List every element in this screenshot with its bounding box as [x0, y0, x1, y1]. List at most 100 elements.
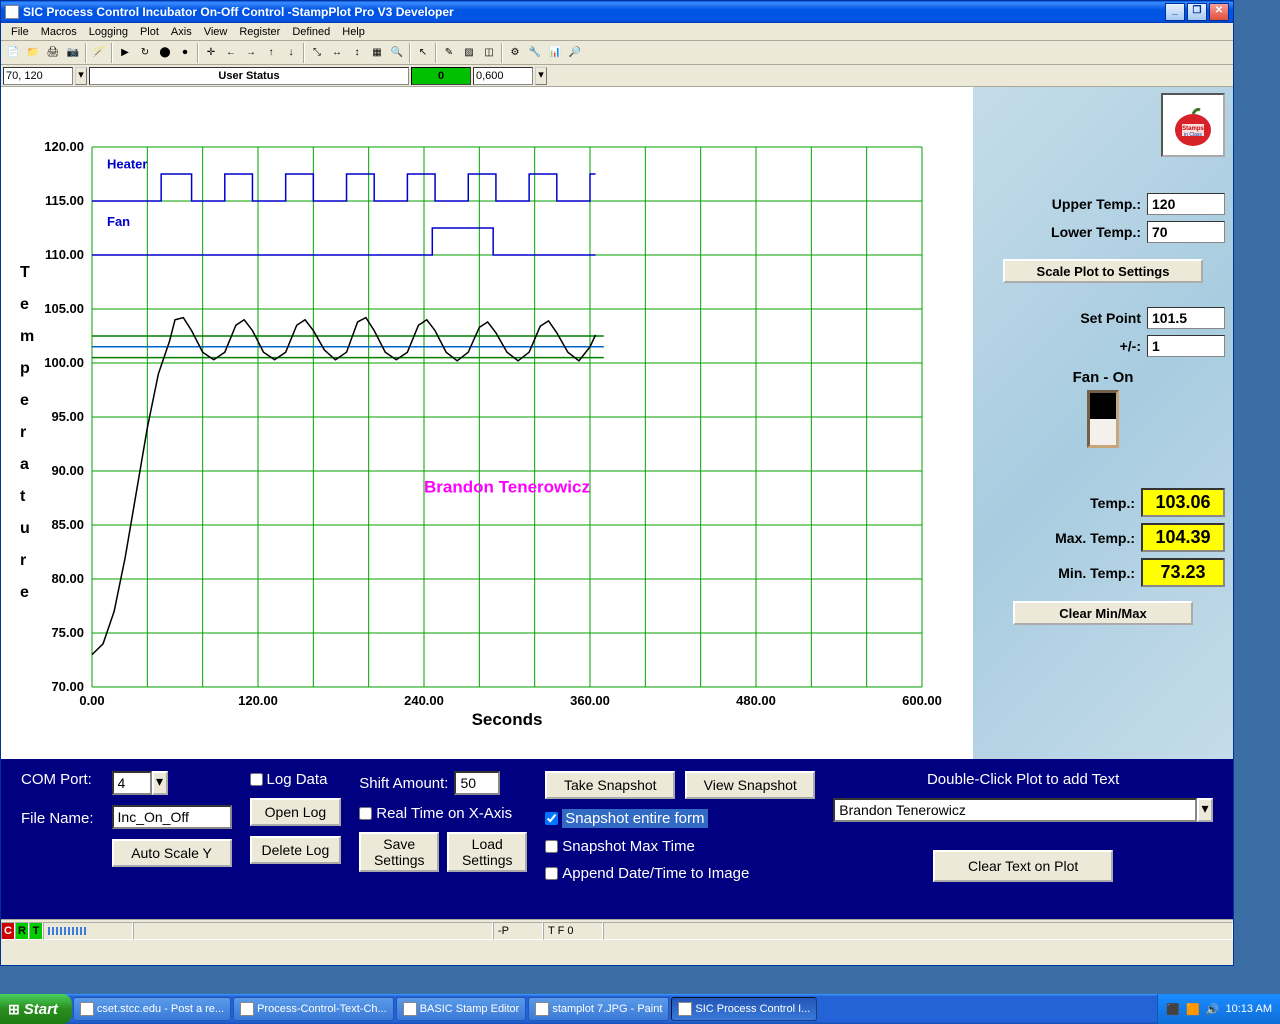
menu-view[interactable]: View [198, 26, 234, 38]
tb-right-icon[interactable]: → [241, 43, 261, 63]
com-port-select[interactable] [112, 771, 152, 795]
view-snapshot-button[interactable]: View Snapshot [685, 771, 815, 799]
status-empty2 [603, 922, 1233, 940]
plot-area[interactable]: 70.0075.0080.0085.0090.0095.00100.00105.… [1, 87, 973, 759]
status-t: T [29, 922, 43, 940]
openlog-button[interactable]: Open Log [250, 798, 342, 826]
menu-defined[interactable]: Defined [286, 26, 336, 38]
min-temp-label: Min. Temp.: [1058, 565, 1135, 581]
tb-grid-icon[interactable]: ▦ [367, 43, 387, 63]
taskbar-item[interactable]: Process-Control-Text-Ch... [233, 997, 394, 1021]
svg-text:Fan: Fan [107, 214, 130, 229]
minimize-button[interactable]: _ [1165, 3, 1185, 21]
tb-open-icon[interactable]: 📁 [23, 43, 43, 63]
status-empty1 [133, 922, 493, 940]
svg-text:120.00: 120.00 [238, 693, 278, 708]
status-r: R [15, 922, 29, 940]
maximize-button[interactable]: ❐ [1187, 3, 1207, 21]
setpoint-input[interactable] [1147, 307, 1225, 329]
titlebar[interactable]: SIC Process Control Incubator On-Off Con… [1, 1, 1233, 23]
lower-temp-input[interactable] [1147, 221, 1225, 243]
menu-help[interactable]: Help [336, 26, 371, 38]
clear-text-button[interactable]: Clear Text on Plot [933, 850, 1113, 882]
taskbar-item[interactable]: BASIC Stamp Editor [396, 997, 527, 1021]
tray-icon[interactable]: 🟧 [1186, 1003, 1200, 1016]
menu-axis[interactable]: Axis [165, 26, 198, 38]
tb-zoom-icon[interactable]: 🔍 [387, 43, 407, 63]
tb-config-icon[interactable]: ⚙ [505, 43, 525, 63]
svg-text:Seconds: Seconds [472, 710, 543, 729]
menu-plot[interactable]: Plot [134, 26, 165, 38]
svg-text:Heater: Heater [107, 157, 147, 172]
taskbar-item[interactable]: SIC Process Control I... [671, 997, 817, 1021]
range-input[interactable] [473, 67, 533, 85]
realtime-checkbox[interactable] [359, 807, 372, 820]
snap-max-label: Snapshot Max Time [562, 838, 695, 855]
menu-register[interactable]: Register [233, 26, 286, 38]
com-dropdown-icon[interactable]: ▾ [152, 771, 168, 795]
clear-minmax-button[interactable]: Clear Min/Max [1013, 601, 1193, 625]
tb-tools-icon[interactable]: 🔧 [525, 43, 545, 63]
min-temp-value: 73.23 [1141, 558, 1225, 587]
tb-wand-icon[interactable]: 🪄 [89, 43, 109, 63]
tb-stop-icon[interactable]: ⬤ [155, 43, 175, 63]
taskbar-item[interactable]: stamplot 7.JPG - Paint [528, 997, 669, 1021]
tb-record-icon[interactable]: ⏺ [175, 43, 195, 63]
autoscale-button[interactable]: Auto Scale Y [112, 839, 232, 867]
tb-up-icon[interactable]: ↑ [261, 43, 281, 63]
svg-text:80.00: 80.00 [51, 571, 84, 586]
take-snapshot-button[interactable]: Take Snapshot [545, 771, 675, 799]
plot-text-input[interactable] [833, 798, 1197, 822]
range-dropdown-icon[interactable]: ▾ [535, 67, 547, 85]
append-date-label: Append Date/Time to Image [562, 865, 749, 882]
snap-max-checkbox[interactable] [545, 840, 558, 853]
tb-search-icon[interactable]: 🔎 [565, 43, 585, 63]
append-date-checkbox[interactable] [545, 867, 558, 880]
save-settings-button[interactable]: Save Settings [359, 832, 439, 872]
close-button[interactable]: ✕ [1209, 3, 1229, 21]
tb-shrink-v-icon[interactable]: ↕ [347, 43, 367, 63]
max-temp-label: Max. Temp.: [1055, 530, 1135, 546]
tb-new-icon[interactable]: 📄 [3, 43, 23, 63]
tb-pointer-icon[interactable]: ↖ [413, 43, 433, 63]
coords-dropdown-icon[interactable]: ▾ [75, 67, 87, 85]
menu-macros[interactable]: Macros [35, 26, 83, 38]
upper-temp-input[interactable] [1147, 193, 1225, 215]
menu-logging[interactable]: Logging [83, 26, 134, 38]
taskbar-item[interactable]: cset.stcc.edu - Post a re... [73, 997, 231, 1021]
lower-temp-label: Lower Temp.: [1051, 224, 1141, 240]
deletelog-button[interactable]: Delete Log [250, 836, 342, 864]
tray-icon[interactable]: ⬛ [1166, 1003, 1180, 1016]
tb-crosshair-icon[interactable]: ✛ [201, 43, 221, 63]
load-settings-button[interactable]: Load Settings [447, 832, 527, 872]
svg-text:r: r [20, 552, 26, 569]
system-tray[interactable]: ⬛ 🟧 🔊 10:13 AM [1157, 994, 1280, 1024]
tb-refresh-icon[interactable]: ↻ [135, 43, 155, 63]
tb-play-icon[interactable]: ▶ [115, 43, 135, 63]
start-button[interactable]: Start [0, 994, 72, 1024]
text-dropdown-icon[interactable]: ▾ [1197, 798, 1213, 822]
menu-file[interactable]: File [5, 26, 35, 38]
tb-expand-icon[interactable]: ⤡ [307, 43, 327, 63]
coords-input[interactable] [3, 67, 73, 85]
status-tf: T F 0 [543, 922, 603, 940]
tb-camera-icon[interactable]: 📷 [63, 43, 83, 63]
scale-plot-button[interactable]: Scale Plot to Settings [1003, 259, 1203, 283]
main-area: 70.0075.0080.0085.0090.0095.00100.00105.… [1, 87, 1233, 759]
tray-icon[interactable]: 🔊 [1206, 1003, 1220, 1016]
tb-eraser-icon[interactable]: ◫ [479, 43, 499, 63]
logdata-checkbox[interactable] [250, 773, 263, 786]
fan-switch[interactable] [1087, 390, 1119, 448]
snap-entire-checkbox[interactable] [545, 812, 558, 825]
tb-chart-icon[interactable]: 📊 [545, 43, 565, 63]
shift-input[interactable] [454, 771, 500, 795]
chart-svg: 70.0075.0080.0085.0090.0095.00100.00105.… [1, 87, 973, 759]
tb-pen-icon[interactable]: ✎ [439, 43, 459, 63]
tb-print-icon[interactable]: 🖨 [43, 43, 63, 63]
tb-highlight-icon[interactable]: ▨ [459, 43, 479, 63]
filename-input[interactable] [112, 805, 232, 829]
tb-left-icon[interactable]: ← [221, 43, 241, 63]
tb-shrink-h-icon[interactable]: ↔ [327, 43, 347, 63]
plusminus-input[interactable] [1147, 335, 1225, 357]
tb-down-icon[interactable]: ↓ [281, 43, 301, 63]
